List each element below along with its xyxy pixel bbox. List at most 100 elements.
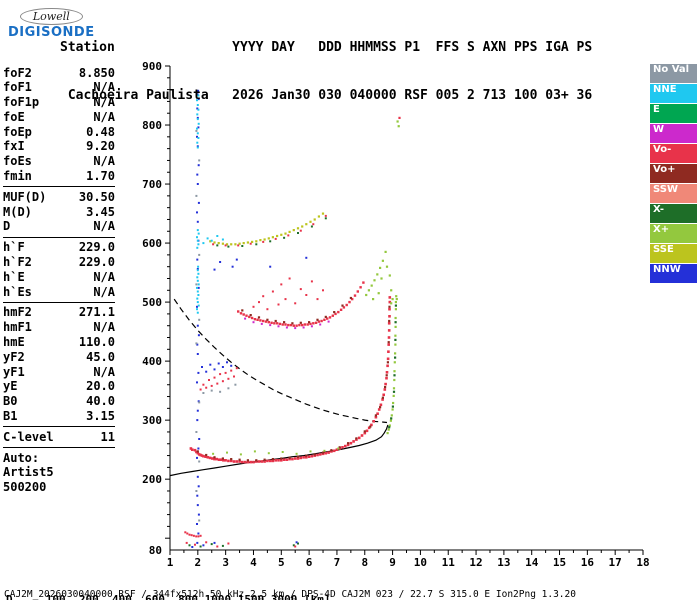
param-ye: yE 20.0 xyxy=(3,379,115,394)
series-spread-f-gray xyxy=(202,383,237,394)
header-column-titles: Station YYYY DAY DDD HHMMSS P1 FFS S AXN… xyxy=(60,40,593,55)
legend-item-vo_plus: Vo+ xyxy=(650,164,697,183)
param-500200: 500200 xyxy=(3,480,47,495)
param-group: Auto: Artist5 500200 xyxy=(3,448,115,497)
series-second-hop-main xyxy=(237,281,365,327)
series-e-region-red xyxy=(184,531,202,538)
legend-item-nne: NNE xyxy=(650,84,697,103)
x-tick-label: 17 xyxy=(609,556,622,569)
legend-item-w: W xyxy=(650,124,697,143)
distance-row: D 100 200 400 600 800 1000 1500 3000 [km… xyxy=(6,593,331,600)
muf-transmission-curve xyxy=(173,298,388,424)
series-second-hop-x xyxy=(365,250,394,301)
param-panel: foF2 8.850 foF1 N/A foF1p N/A foE N/A foEp 0.48 fx… xyxy=(3,63,115,498)
legend-item-vo_minus: Vo- xyxy=(650,144,697,163)
param-m-d-: M(D) 3.45 xyxy=(3,204,115,219)
x-tick-label: 9 xyxy=(389,556,396,569)
param-hmf2: hmF2 271.1 xyxy=(3,305,115,320)
series-rfi-column-blue xyxy=(196,89,201,544)
param-h-es: h`Es N/A xyxy=(3,284,115,299)
param-foes: foEs N/A xyxy=(3,154,115,169)
param-fof1p: foF1p N/A xyxy=(3,95,115,110)
y-axis-bottom-label: 80 xyxy=(149,544,162,557)
param-hmf1: hmF1 N/A xyxy=(3,320,115,335)
param-foe: foE N/A xyxy=(3,109,115,124)
y-tick-label: 300 xyxy=(142,414,162,427)
series-spread-f-red xyxy=(199,367,238,391)
param-h-e: h`E N/A xyxy=(3,269,115,284)
series-second-hop-west xyxy=(244,317,330,330)
legend-item-nnw: NNW xyxy=(650,264,697,283)
series-third-multiple-green xyxy=(216,217,327,248)
legend: No Val NNE E W Vo- Vo+ SSW X- X+ SSE NNW xyxy=(650,64,697,284)
param-b0: B0 40.0 xyxy=(3,394,115,409)
param-auto-: Auto: xyxy=(3,450,40,465)
x-tick-label: 13 xyxy=(497,556,510,569)
param-group: C-level 11 xyxy=(3,426,115,449)
series-f-trace-o-main xyxy=(189,296,392,464)
legend-item-sse: SSE xyxy=(650,244,697,263)
legend-item-noval: No Val xyxy=(650,64,697,83)
param-yf2: yF2 45.0 xyxy=(3,349,115,364)
param-fmin: fmin 1.70 xyxy=(3,169,115,184)
param-muf-d-: MUF(D) 30.50 xyxy=(3,189,115,204)
param-yf1: yF1 N/A xyxy=(3,364,115,379)
series-f-trace-x-dark xyxy=(388,304,397,429)
series-bottom-noise-red xyxy=(185,541,297,548)
file-info: CAJ2M_2026030040000.RSF / 344fx512h 50 k… xyxy=(4,589,576,600)
legend-item-ssw: SSW xyxy=(650,184,697,203)
series-bottom-noise-green xyxy=(188,542,299,548)
y-tick-label: 700 xyxy=(142,178,162,191)
param-b1: B1 3.15 xyxy=(3,409,115,424)
series-mid-scatter-blue xyxy=(213,256,308,271)
legend-item-x_minus: X- xyxy=(650,204,697,223)
param-h-f: h`F 229.0 xyxy=(3,240,115,255)
series-f-trace-x xyxy=(386,295,398,435)
x-tick-label: 8 xyxy=(361,556,368,569)
param-artist5: Artist5 xyxy=(3,465,54,480)
param-group: hmF2 271.1 hmF1 N/A hmE 110.0 yF2 45.0 yF1 N/A yE 2… xyxy=(3,301,115,426)
param-hme: hmE 110.0 xyxy=(3,335,115,350)
param-foep: foEp 0.48 xyxy=(3,124,115,139)
param-group: h`F 229.0 h`F2 229.0 h`E N/A h`Es N/A xyxy=(3,236,115,302)
legend-item-x_plus: X+ xyxy=(650,224,697,243)
y-tick-label: 200 xyxy=(142,473,162,486)
axes: 1 2 3 4 5 6 7 8 9 10 11 12 13 14 15 16 17 182003004005006… xyxy=(142,60,650,569)
digisonde-logo-text: DIGISONDE xyxy=(8,25,95,40)
series-bottom-noise-blue xyxy=(191,541,298,548)
param-d: D N/A xyxy=(3,219,115,234)
x-tick-label: 10 xyxy=(414,556,427,569)
series-rfi-column-gray xyxy=(195,129,201,522)
param-c-level: C-level 11 xyxy=(3,429,115,444)
y-tick-label: 500 xyxy=(142,296,162,309)
y-tick-label: 400 xyxy=(142,355,162,368)
param-h-f2: h`F2 229.0 xyxy=(3,255,115,270)
series-second-hop-dark xyxy=(241,296,352,325)
x-tick-label: 18 xyxy=(636,556,649,569)
series-third-multiple-sse xyxy=(209,212,325,246)
x-tick-label: 12 xyxy=(469,556,482,569)
series-third-multiple-red xyxy=(212,214,327,247)
legend-item-e: E xyxy=(650,104,697,123)
series-second-hop-spread xyxy=(252,277,324,311)
param-fxi: fxI 9.20 xyxy=(3,139,115,154)
param-group: MUF(D) 30.50 M(D) 3.45 D N/A xyxy=(3,186,115,236)
series-f-trace-o-dark xyxy=(196,305,391,462)
x-tick-label: 15 xyxy=(553,556,566,569)
param-fof1: foF1 N/A xyxy=(3,80,115,95)
header-values: Cachoeira Paulista 2026 Jan30 030 040000… xyxy=(60,88,593,103)
series-spread-f-blue xyxy=(201,361,233,373)
x-tick-label: 16 xyxy=(581,556,595,569)
digisonde-logo: Lowell DIGISONDE xyxy=(8,5,95,40)
lowell-logo-text: Lowell xyxy=(19,8,83,25)
true-height-profile xyxy=(169,424,389,477)
x-tick-label: 11 xyxy=(442,556,456,569)
x-tick-label: 14 xyxy=(525,556,539,569)
station-header: Station YYYY DAY DDD HHMMSS P1 FFS S AXN… xyxy=(60,8,592,136)
y-tick-label: 600 xyxy=(142,237,162,250)
series-flat-speckle-green xyxy=(212,447,340,456)
param-fof2: foF2 8.850 xyxy=(3,65,115,80)
param-group: foF2 8.850 foF1 N/A foF1p N/A foE N/A foEp 0.48 fx… xyxy=(3,63,115,186)
distance-muf-table: D 100 200 400 600 800 1000 1500 3000 [km… xyxy=(6,566,337,600)
